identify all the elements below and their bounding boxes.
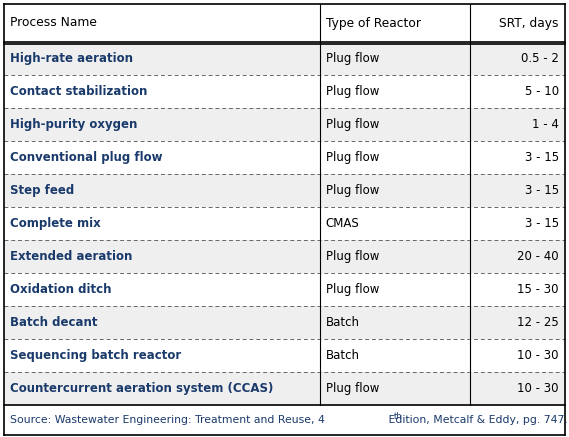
Text: 15 - 30: 15 - 30 xyxy=(517,283,559,296)
Bar xyxy=(4,405,565,435)
Bar xyxy=(4,174,565,207)
Bar xyxy=(4,75,565,108)
Text: 10 - 30: 10 - 30 xyxy=(517,349,559,362)
Bar xyxy=(4,306,565,339)
Text: Plug flow: Plug flow xyxy=(326,184,379,197)
Bar xyxy=(4,372,565,405)
Text: Type of Reactor: Type of Reactor xyxy=(326,17,421,30)
Text: SRT, days: SRT, days xyxy=(500,17,559,30)
Text: Batch: Batch xyxy=(326,349,360,362)
Text: High-rate aeration: High-rate aeration xyxy=(10,52,133,65)
Text: 10 - 30: 10 - 30 xyxy=(517,382,559,395)
Text: th: th xyxy=(394,412,402,421)
Text: 3 - 15: 3 - 15 xyxy=(525,151,559,164)
Bar xyxy=(4,339,565,372)
Text: 1 - 4: 1 - 4 xyxy=(532,118,559,131)
Text: Plug flow: Plug flow xyxy=(326,283,379,296)
Text: Plug flow: Plug flow xyxy=(326,118,379,131)
Bar xyxy=(4,108,565,141)
Text: 0.5 - 2: 0.5 - 2 xyxy=(521,52,559,65)
Text: Batch: Batch xyxy=(326,316,360,329)
Bar xyxy=(4,4,565,42)
Text: Plug flow: Plug flow xyxy=(326,151,379,164)
Bar xyxy=(4,240,565,273)
Text: Countercurrent aeration system (CCAS): Countercurrent aeration system (CCAS) xyxy=(10,382,273,395)
Text: CMAS: CMAS xyxy=(326,217,360,230)
Text: 12 - 25: 12 - 25 xyxy=(517,316,559,329)
Text: Process Name: Process Name xyxy=(10,17,97,30)
Text: 3 - 15: 3 - 15 xyxy=(525,217,559,230)
Bar xyxy=(4,42,565,75)
Text: Extended aeration: Extended aeration xyxy=(10,250,133,263)
Text: Plug flow: Plug flow xyxy=(326,382,379,395)
Text: Batch decant: Batch decant xyxy=(10,316,97,329)
Text: Plug flow: Plug flow xyxy=(326,52,379,65)
Bar xyxy=(4,273,565,306)
Text: Complete mix: Complete mix xyxy=(10,217,101,230)
Text: Conventional plug flow: Conventional plug flow xyxy=(10,151,163,164)
Text: 20 - 40: 20 - 40 xyxy=(517,250,559,263)
Text: Oxidation ditch: Oxidation ditch xyxy=(10,283,112,296)
Text: Edition, Metcalf & Eddy, pg. 747.: Edition, Metcalf & Eddy, pg. 747. xyxy=(385,415,567,425)
Text: High-purity oxygen: High-purity oxygen xyxy=(10,118,137,131)
Text: Plug flow: Plug flow xyxy=(326,85,379,98)
Text: Sequencing batch reactor: Sequencing batch reactor xyxy=(10,349,182,362)
Text: Source: Wastewater Engineering: Treatment and Reuse, 4: Source: Wastewater Engineering: Treatmen… xyxy=(10,415,325,425)
Text: Contact stabilization: Contact stabilization xyxy=(10,85,147,98)
Text: 3 - 15: 3 - 15 xyxy=(525,184,559,197)
Text: 5 - 10: 5 - 10 xyxy=(525,85,559,98)
Text: Plug flow: Plug flow xyxy=(326,250,379,263)
Bar xyxy=(4,207,565,240)
Text: Step feed: Step feed xyxy=(10,184,74,197)
Bar xyxy=(4,141,565,174)
